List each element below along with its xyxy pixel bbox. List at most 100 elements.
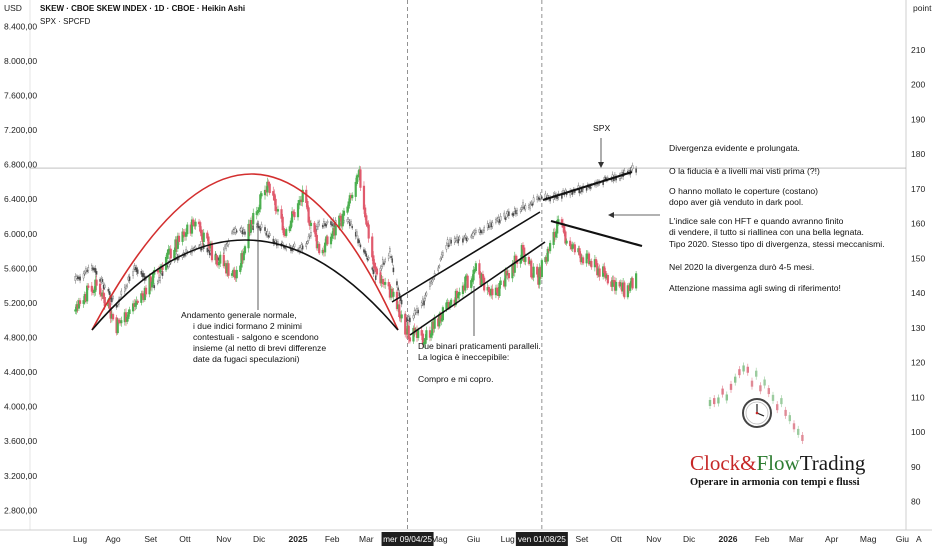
skew-candle <box>367 224 370 239</box>
skew-candle <box>407 325 410 340</box>
spx-candle <box>437 267 439 271</box>
skew-candle <box>242 251 245 261</box>
logo-candle <box>729 383 733 390</box>
skew-candle <box>307 207 310 223</box>
spx-candle <box>347 218 350 222</box>
note-right-line: di vendere, il tutto si riallinea con un… <box>669 227 864 237</box>
spx-candle <box>359 244 362 248</box>
x-axis-tick-label: Dic <box>253 534 266 544</box>
spx-candle <box>243 229 245 233</box>
skew-candle <box>381 279 384 284</box>
skew-candle <box>199 222 202 232</box>
skew-candle <box>281 216 284 231</box>
skew-candle <box>399 315 402 319</box>
logo-candle <box>721 388 724 395</box>
spx-candle <box>571 191 574 195</box>
skew-candle <box>549 242 552 252</box>
note-right-line: Attenzione massima agli swing di riferim… <box>669 283 841 293</box>
spx-candle <box>371 267 373 270</box>
spx-candle <box>512 213 515 216</box>
x-axis-tick-label: Mar <box>789 534 804 544</box>
black-arc-spx <box>91 239 399 331</box>
red-arc-skew <box>91 173 399 331</box>
spx-candle <box>429 282 431 287</box>
skew-candle <box>537 272 540 285</box>
left-axis-tick-label: 5.600,00 <box>4 263 37 273</box>
skew-candle <box>347 201 350 209</box>
skew-candle <box>406 325 409 335</box>
spx-candle <box>307 236 310 241</box>
skew-candle <box>570 244 573 250</box>
note-left-line: i due indici formano 2 minimi <box>193 321 302 331</box>
skew-candle <box>384 282 387 285</box>
skew-candle <box>605 275 608 279</box>
skew-candle <box>214 255 217 261</box>
spx-candle <box>585 187 588 191</box>
skew-candle <box>606 275 609 284</box>
spx-candle <box>417 309 419 314</box>
spx-candle <box>274 240 277 243</box>
right-axis-tick-label: 180 <box>911 149 925 159</box>
left-axis-tick-label: 6.000,00 <box>4 229 37 239</box>
skew-candle <box>87 285 90 288</box>
skew-candle <box>103 297 106 307</box>
skew-candle <box>545 257 548 262</box>
spx-candle <box>396 281 398 286</box>
skew-candle <box>382 281 386 285</box>
skew-candle <box>478 263 481 275</box>
skew-candle <box>266 181 269 193</box>
skew-candle <box>464 276 467 291</box>
spx-candle <box>267 235 270 238</box>
skew-candle <box>474 263 477 271</box>
left-axis-tick-label: 6.800,00 <box>4 160 37 170</box>
skew-candle <box>349 195 353 199</box>
skew-candle <box>470 280 473 288</box>
skew-candle <box>288 226 291 232</box>
spx-candle <box>316 226 318 230</box>
skew-candle <box>255 211 258 215</box>
logo-brand-trading: Trading <box>800 451 866 475</box>
skew-candle <box>480 274 483 286</box>
spx-candle <box>330 221 332 225</box>
spx-candle <box>264 227 266 231</box>
skew-candle <box>556 220 559 234</box>
skew-candle <box>126 316 129 322</box>
skew-candle <box>280 209 283 219</box>
skew-candle <box>375 268 379 275</box>
skew-candle <box>466 275 469 288</box>
skew-candle <box>631 278 634 289</box>
skew-candle <box>315 234 318 249</box>
skew-candle <box>91 289 95 294</box>
skew-candle <box>332 227 335 236</box>
pointer-spx-arrow <box>598 162 604 168</box>
skew-candle <box>521 245 525 250</box>
skew-candle <box>594 259 598 266</box>
skew-candle <box>173 249 176 259</box>
skew-candle <box>571 244 574 250</box>
note-right-line: Divergenza evidente e prolungata. <box>669 143 800 153</box>
note-left-line: insieme (al netto di brevi differenze <box>193 343 326 353</box>
unit-right: point <box>913 3 932 13</box>
crosshair-date-label: ven 01/08/25 <box>518 534 566 544</box>
spx-candle <box>631 165 634 170</box>
logo-brand-clock: Clock& <box>690 451 757 475</box>
skew-candle <box>234 274 237 279</box>
skew-candle <box>252 212 255 225</box>
x-axis-tick-label: Lug <box>73 534 87 544</box>
skew-candle <box>74 309 77 312</box>
spx-candle <box>318 221 320 225</box>
skew-candle <box>308 220 311 227</box>
spx-candle <box>458 236 461 240</box>
skew-candle <box>455 290 459 299</box>
skew-candle <box>184 232 188 237</box>
auto-scale-button[interactable]: A <box>916 534 922 544</box>
left-axis-tick-label: 5.200,00 <box>4 298 37 308</box>
right-axis-tick-label: 150 <box>911 253 925 263</box>
spx-candle <box>504 217 507 220</box>
spx-candle <box>234 228 237 233</box>
left-axis-tick-label: 8.000,00 <box>4 56 37 66</box>
skew-candle <box>339 215 342 219</box>
skew-candle <box>341 213 344 227</box>
skew-candle <box>292 211 295 215</box>
spx-candle <box>475 229 477 234</box>
